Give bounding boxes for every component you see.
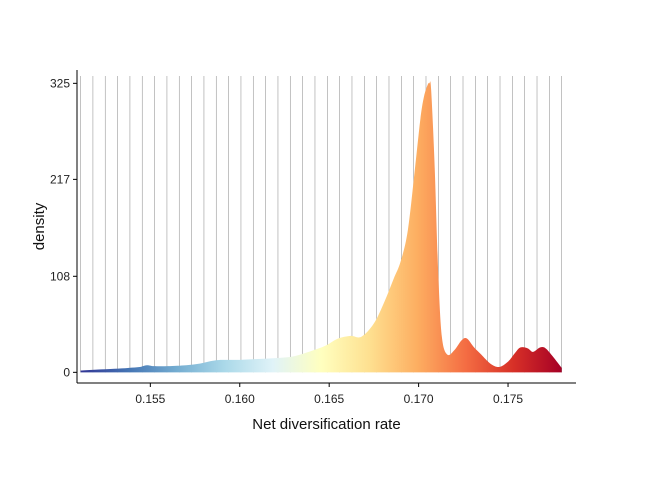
x-axis-title: Net diversification rate	[252, 416, 400, 433]
vertical-gridlines	[80, 76, 562, 373]
x-tick-label: 0.170	[404, 392, 434, 406]
x-tick-label: 0.165	[314, 392, 344, 406]
y-tick-label: 217	[50, 172, 70, 186]
x-axis-ticks: 0.155 0.160 0.165 0.170 0.175	[135, 383, 523, 406]
y-tick-label: 108	[50, 269, 70, 283]
x-tick-label: 0.160	[225, 392, 255, 406]
y-tick-label: 325	[50, 76, 70, 90]
x-tick-label: 0.155	[135, 392, 165, 406]
y-axis-title: density	[31, 202, 48, 250]
y-axis-ticks: 0 108 217 325	[50, 76, 77, 379]
y-tick-label: 0	[63, 365, 70, 379]
density-area	[80, 81, 562, 373]
x-tick-label: 0.175	[493, 392, 523, 406]
